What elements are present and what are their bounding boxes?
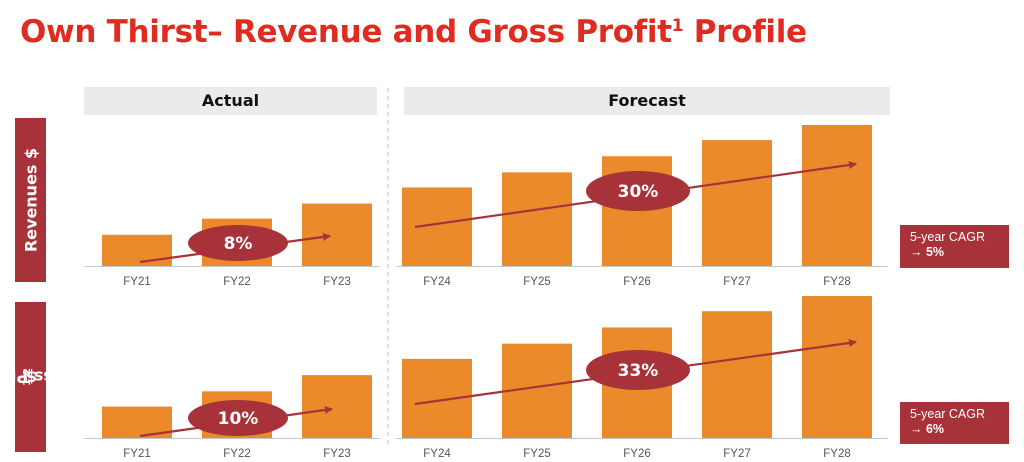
gross-profit-cagr-label: 5-year CAGR [910, 407, 986, 421]
gross-profit-tick-label: FY26 [623, 448, 651, 460]
gross-profit-tick-label: FY25 [523, 448, 551, 460]
gross-profit-growth-badge [586, 350, 690, 390]
revenue-bar-fy25 [502, 172, 572, 266]
gross-profit-tick-label: FY24 [423, 448, 451, 460]
revenue-tick-label: FY25 [523, 276, 551, 288]
gross-profit-panel-label: Gross Profit1,2 $ [0, 302, 84, 452]
gross-profit-tick-label: FY21 [123, 448, 151, 460]
forecast-header: Forecast [404, 87, 890, 115]
revenue-tick-label: FY24 [423, 276, 451, 288]
revenue-cagr-value: → 5% [910, 245, 945, 259]
revenue-growth-badge [188, 225, 288, 261]
revenue-tick-label: FY22 [223, 276, 251, 288]
revenue-tick-label: FY27 [723, 276, 751, 288]
gross-profit-bar-fy27 [702, 311, 772, 438]
gross-profit-growth-badge [188, 400, 288, 436]
revenue-growth-label: 30% [618, 182, 659, 202]
gross-profit-tick-label: FY22 [223, 448, 251, 460]
revenue-panel-label: Revenues $ [15, 118, 46, 282]
revenue-bar-fy28 [802, 125, 872, 266]
revenue-tick-label: FY21 [123, 276, 151, 288]
actual-header: Actual [84, 87, 377, 115]
revenue-cagr-label: 5-year CAGR [910, 230, 986, 244]
gross-profit-tick-label: FY28 [823, 448, 851, 460]
revenue-tick-label: FY28 [823, 276, 851, 288]
gross-profit-cagr-box: 5-year CAGR → 6% [900, 402, 1009, 444]
gross-profit-bar-fy28 [802, 296, 872, 438]
revenue-cagr-box: 5-year CAGR → 5% [900, 225, 1009, 268]
revenue-bar-fy24 [402, 187, 472, 266]
gross-profit-cagr-value: → 6% [910, 422, 945, 436]
revenue-growth-badge [586, 171, 690, 211]
revenue-bar-fy23 [302, 203, 372, 266]
gross-profit-growth-label: 10% [218, 409, 259, 429]
revenue-tick-label: FY23 [323, 276, 351, 288]
revenue-tick-label: FY26 [623, 276, 651, 288]
gross-profit-tick-label: FY27 [723, 448, 751, 460]
page-title: Own Thirst– Revenue and Gross Profit1 Pr… [20, 14, 807, 50]
gross-profit-tick-label: FY23 [323, 448, 351, 460]
gross-profit-bar-fy23 [302, 375, 372, 438]
revenue-growth-label: 8% [224, 234, 253, 254]
gross-profit-growth-label: 33% [618, 361, 659, 381]
revenue-bar-fy21 [102, 234, 172, 266]
title-suffix: Profile [683, 14, 807, 50]
revenue-bar-fy27 [702, 140, 772, 266]
